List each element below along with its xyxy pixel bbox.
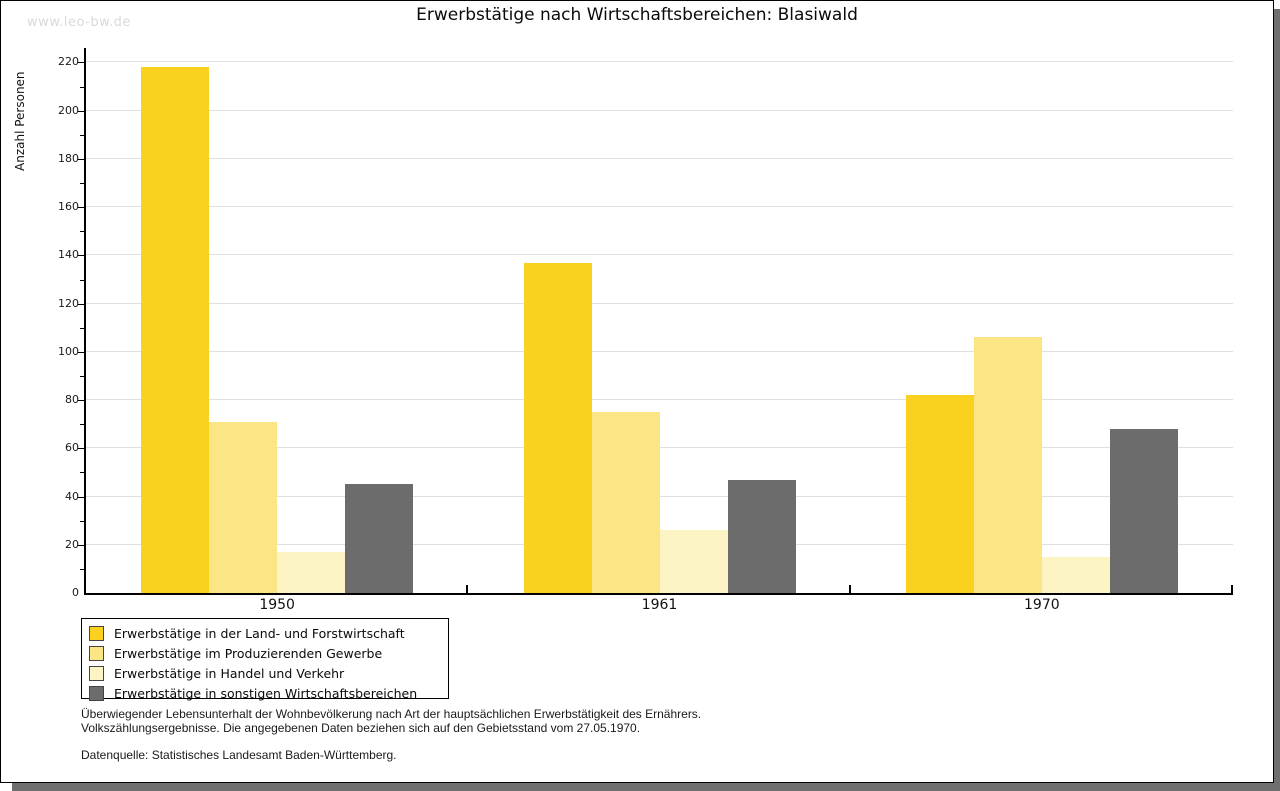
bar-1970-series3 (1041, 556, 1110, 593)
legend-label: Erwerbstätige in der Land- und Forstwirt… (114, 625, 405, 641)
watermark-url: www.leo-bw.de (27, 15, 131, 30)
y-gridline-160 (86, 206, 1233, 208)
y-minor-tick (80, 183, 84, 185)
y-tick-label: 220 (58, 55, 79, 69)
bar-1970-series1 (905, 395, 974, 593)
bar-1961-series1 (523, 262, 592, 593)
y-tick-label: 60 (65, 441, 79, 455)
x-axis-tick (849, 585, 851, 593)
x-axis-line (84, 593, 1233, 595)
footnote-description-line1: Überwiegender Lebensunterhalt der Wohnbe… (81, 707, 702, 721)
y-major-tick (78, 158, 84, 160)
legend-label: Erwerbstätige in sonstigen Wirtschaftsbe… (114, 685, 418, 701)
y-tick-label: 120 (58, 296, 79, 310)
y-gridline-100 (86, 350, 1233, 352)
x-category-label-1970: 1970 (1024, 597, 1060, 613)
legend-label: Erwerbstätige im Produzierenden Gewerbe (114, 645, 383, 661)
legend-item: Erwerbstätige im Produzierenden Gewerbe (89, 643, 382, 663)
y-minor-tick (80, 472, 84, 474)
y-major-tick (78, 207, 84, 209)
bar-1961-series3 (659, 530, 728, 593)
y-tick-label: 180 (58, 151, 79, 165)
y-major-tick (78, 255, 84, 257)
y-gridline-140 (86, 254, 1233, 256)
legend-item: Erwerbstätige in sonstigen Wirtschaftsbe… (89, 683, 417, 703)
y-minor-tick (80, 134, 84, 136)
legend-item: Erwerbstätige in Handel und Verkehr (89, 663, 344, 683)
legend-label: Erwerbstätige in Handel und Verkehr (114, 665, 345, 681)
y-tick-label: 140 (58, 248, 79, 262)
bar-1950-series3 (277, 552, 346, 593)
y-minor-tick (80, 568, 84, 570)
y-major-tick (78, 351, 84, 353)
bar-1950-series2 (209, 421, 278, 593)
footnote-source: Datenquelle: Statistisches Landesamt Bad… (81, 748, 397, 762)
y-gridline-40 (86, 495, 1233, 497)
y-gridline-180 (86, 157, 1233, 159)
bar-1970-series2 (973, 337, 1042, 593)
x-category-label-1950: 1950 (259, 597, 295, 613)
y-tick-label: 0 (72, 586, 79, 599)
legend-swatch-handel-verkehr (89, 665, 104, 681)
y-tick-label: 80 (65, 393, 79, 407)
legend-box: Erwerbstätige in der Land- und Forstwirt… (81, 618, 449, 701)
y-minor-tick (80, 86, 84, 88)
y-gridline-80 (86, 399, 1233, 401)
y-gridline-220 (86, 61, 1233, 63)
y-gridline-200 (86, 109, 1233, 111)
footnote-description-line2: Volkszählungsergebnisse. Die angegebenen… (81, 721, 641, 735)
bar-1970-series4 (1109, 429, 1178, 593)
y-axis-title: Anzahl Personen (13, 71, 27, 171)
legend-item: Erwerbstätige in der Land- und Forstwirt… (89, 623, 405, 643)
y-major-tick (78, 400, 84, 402)
legend-swatch-produzierendes-gewerbe (89, 645, 104, 661)
y-tick-label: 40 (65, 489, 79, 503)
y-tick-label: 100 (58, 344, 79, 358)
y-minor-tick (80, 231, 84, 233)
y-gridline-60 (86, 447, 1233, 449)
bar-1961-series4 (727, 479, 796, 593)
y-minor-tick (80, 327, 84, 329)
legend-swatch-land-forstwirtschaft (89, 625, 104, 641)
y-major-tick (78, 448, 84, 450)
x-category-label-1961: 1961 (641, 597, 678, 613)
x-axis-tick (1231, 585, 1233, 593)
y-minor-tick (80, 279, 84, 281)
y-minor-tick (80, 375, 84, 377)
legend-swatch-sonstige-bereiche (89, 685, 104, 701)
y-major-tick (78, 544, 84, 546)
y-major-tick (78, 110, 84, 112)
bar-1950-series1 (141, 67, 210, 593)
y-gridline-120 (86, 302, 1233, 304)
y-minor-tick (80, 424, 84, 426)
chart-title: Erwerbstätige nach Wirtschaftsbereichen:… (416, 5, 858, 25)
y-major-tick (78, 62, 84, 64)
y-axis-line (84, 48, 86, 595)
y-minor-tick (80, 520, 84, 522)
y-major-tick (78, 303, 84, 305)
y-major-tick (78, 496, 84, 498)
bar-1950-series4 (345, 484, 414, 593)
y-tick-label: 200 (58, 103, 79, 117)
x-axis-tick (466, 585, 468, 593)
bar-1961-series2 (591, 412, 660, 593)
y-tick-label: 20 (65, 537, 79, 551)
plot-area (84, 48, 1233, 595)
y-tick-label: 160 (58, 200, 79, 214)
